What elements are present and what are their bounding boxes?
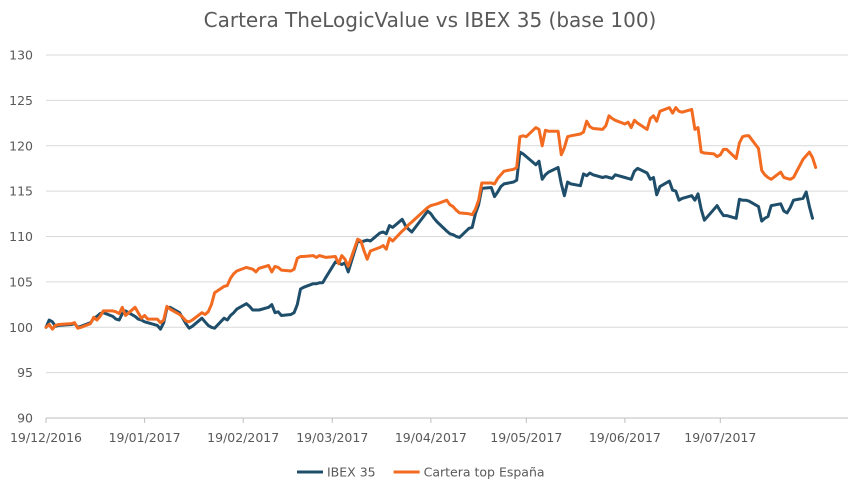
legend-label: Cartera top España xyxy=(424,465,545,480)
y-tick-label: 130 xyxy=(9,48,33,63)
y-tick-label: 120 xyxy=(9,138,33,153)
x-tick-label: 19/04/2017 xyxy=(395,430,467,445)
x-tick-label: 19/06/2017 xyxy=(589,430,661,445)
grid-lines xyxy=(46,54,848,419)
x-axis: 19/12/2016 19/01/2017 19/02/2017 19/03/2017… xyxy=(10,418,756,445)
legend-label: IBEX 35 xyxy=(327,465,376,480)
series-line-ibex35 xyxy=(44,150,814,331)
y-tick-label: 100 xyxy=(9,320,33,335)
y-tick-label: 95 xyxy=(17,365,33,380)
y-tick-label: 115 xyxy=(9,184,33,199)
x-tick-label: 19/05/2017 xyxy=(490,430,562,445)
x-tick-label: 19/07/2017 xyxy=(684,430,756,445)
y-tick-label: 125 xyxy=(9,93,33,108)
series-lines xyxy=(44,106,818,331)
series-line-cartera-top-espana xyxy=(44,106,818,331)
y-tick-label: 90 xyxy=(17,411,33,426)
x-tick-label: 19/12/2016 xyxy=(10,430,82,445)
y-axis: 90 95 100 105 110 115 120 125 130 xyxy=(9,48,33,426)
x-tick-label: 19/01/2017 xyxy=(109,430,181,445)
y-tick-label: 105 xyxy=(9,274,33,289)
x-tick-label: 19/02/2017 xyxy=(207,430,279,445)
x-tick-label: 19/03/2017 xyxy=(296,430,368,445)
y-tick-label: 110 xyxy=(9,229,33,244)
chart-title: Cartera TheLogicValue vs IBEX 35 (base 1… xyxy=(203,8,657,32)
legend: IBEX 35 Cartera top España xyxy=(297,465,545,480)
